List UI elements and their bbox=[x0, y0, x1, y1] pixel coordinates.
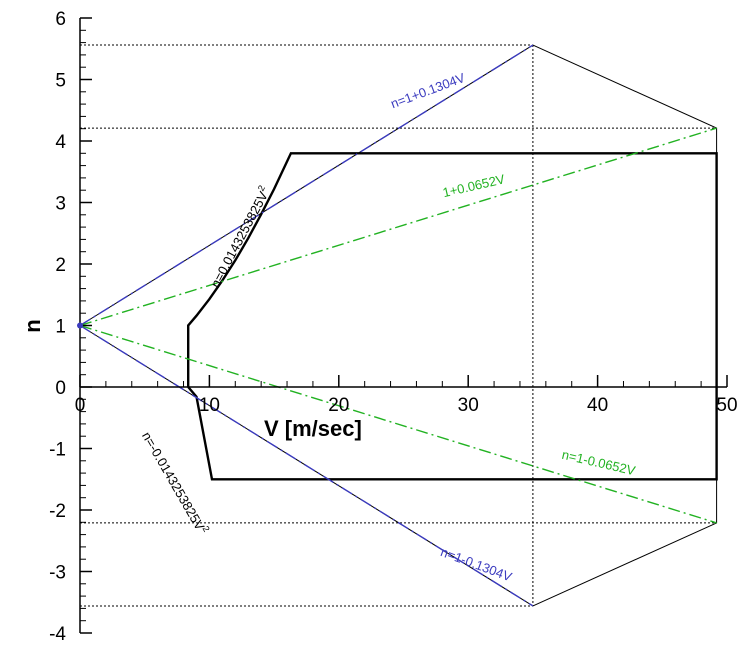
x-tick-label: 30 bbox=[458, 395, 479, 416]
series-line-gust-0652-neg bbox=[79, 324, 717, 524]
annotations: n=1+0.1304V 1+0.0652V n=1-0.0652V n=1-0.130… bbox=[139, 70, 637, 585]
x-tick-label: 40 bbox=[587, 395, 608, 416]
x-tick-label: 20 bbox=[328, 395, 349, 416]
annot-stall-pos: n=0.0143253825V2 bbox=[206, 184, 273, 291]
y-tick-label: 2 bbox=[55, 255, 66, 276]
y-axis-title: n bbox=[20, 319, 45, 332]
y-tick-label: -4 bbox=[49, 624, 66, 645]
series-line-envelope bbox=[186, 152, 718, 481]
x-tick-label: 0 bbox=[75, 395, 86, 416]
y-tick-label: -2 bbox=[49, 501, 66, 522]
series-line-gust-1304-neg bbox=[79, 324, 534, 607]
x-tick-label: 10 bbox=[199, 395, 220, 416]
y-tick-label: 5 bbox=[55, 71, 66, 92]
annot-lower-green: n=1-0.0652V bbox=[560, 447, 637, 479]
x-axis-title: V [m/sec] bbox=[264, 416, 362, 441]
origin-marker bbox=[77, 322, 83, 329]
annot-upper-green: 1+0.0652V bbox=[441, 171, 506, 200]
series-line-gust-envelope bbox=[79, 44, 718, 607]
y-tick-label: -3 bbox=[49, 563, 66, 584]
annot-stall-neg: n=-0.0143253825V2 bbox=[139, 428, 212, 537]
axes: -4 -3 -2 -1 0 1 2 3 4 5 6 0 10 20 30 40 50 bbox=[49, 9, 737, 645]
y-tick-label: 3 bbox=[55, 194, 66, 215]
series-layer bbox=[79, 44, 718, 607]
y-tick-label: 6 bbox=[55, 9, 66, 30]
x-tick-label: 50 bbox=[716, 395, 737, 416]
annot-lower-blue: n=1-0.1304V bbox=[439, 544, 515, 584]
y-tick-label: -1 bbox=[49, 440, 66, 461]
y-tick-label: 1 bbox=[55, 317, 66, 338]
series-line-gust-0652-pos bbox=[79, 127, 717, 327]
y-tick-label: 4 bbox=[55, 132, 66, 153]
series-line-gust-1304-pos bbox=[79, 44, 534, 327]
reference-lines bbox=[80, 44, 717, 607]
annot-upper-blue: n=1+0.1304V bbox=[389, 70, 468, 112]
y-tick-label: 0 bbox=[55, 378, 66, 399]
